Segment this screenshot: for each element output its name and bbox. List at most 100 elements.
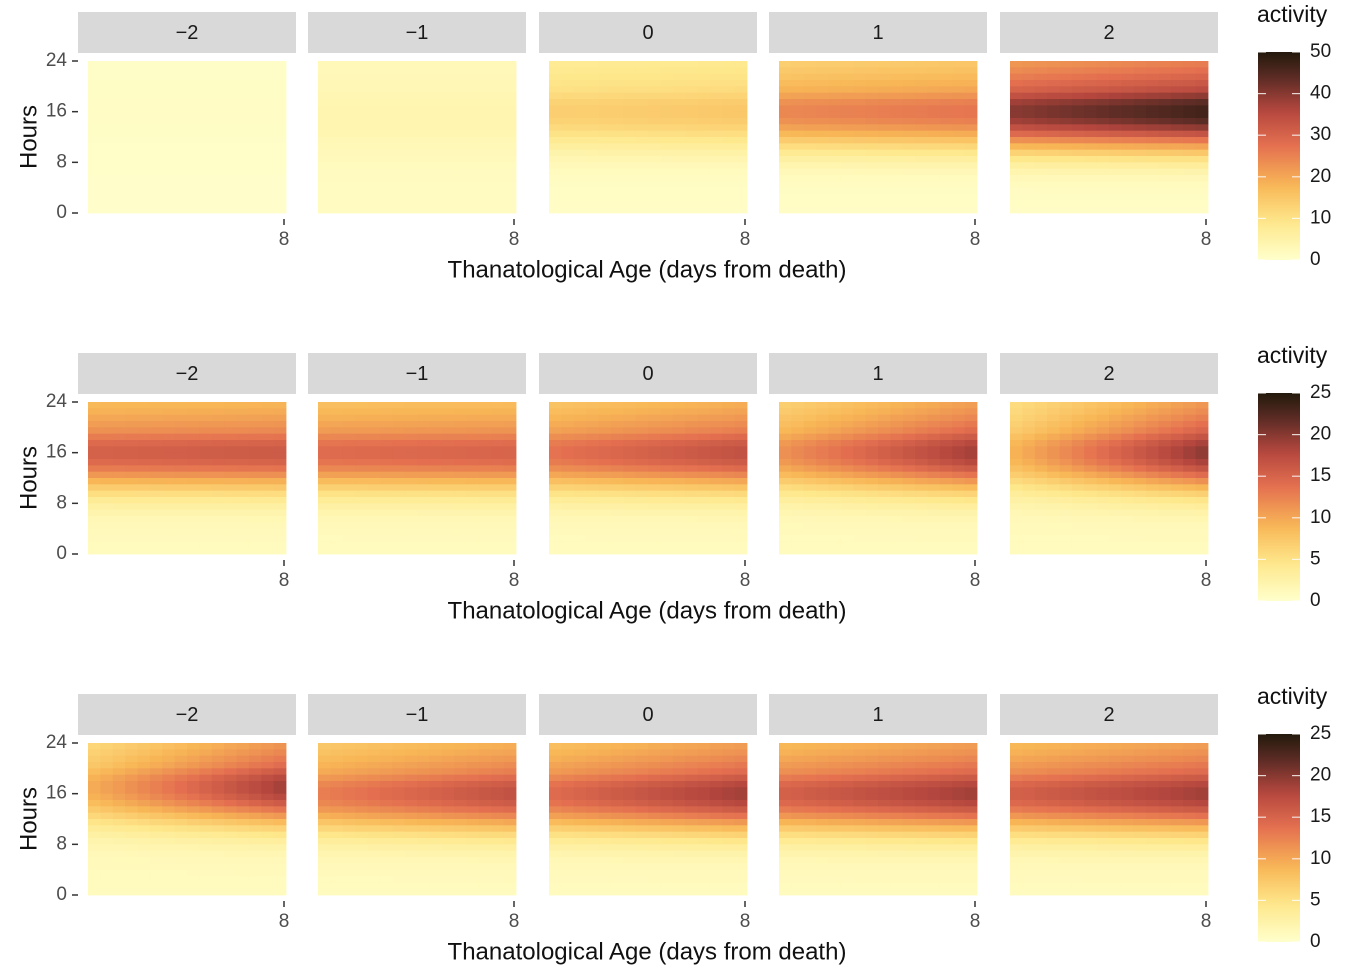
- heatmap-tile: [478, 774, 492, 782]
- heatmap-tile: [890, 175, 904, 182]
- heatmap-tile: [355, 869, 368, 877]
- heatmap-tile: [318, 67, 331, 75]
- heatmap-tile: [964, 433, 978, 441]
- heatmap-tile: [672, 168, 686, 176]
- heatmap-tile: [503, 465, 517, 473]
- heatmap-tile: [261, 111, 275, 119]
- heatmap-tile: [709, 421, 723, 428]
- heatmap-tile: [318, 478, 331, 485]
- heatmap-tile: [355, 503, 368, 511]
- heatmap-tile: [1195, 105, 1209, 113]
- heatmap-tile: [355, 118, 368, 125]
- heatmap-tile: [1158, 490, 1172, 498]
- heatmap-tile: [261, 465, 275, 473]
- heatmap-tile: [248, 130, 262, 138]
- heatmap-tile: [890, 484, 904, 492]
- heatmap-tile: [211, 509, 225, 517]
- heatmap-tile: [1022, 105, 1036, 113]
- heatmap-tile: [466, 446, 480, 454]
- heatmap-tile: [1121, 149, 1135, 157]
- heatmap-tile: [734, 440, 748, 447]
- heatmap-tile: [840, 168, 854, 176]
- heatmap-tile: [1022, 421, 1036, 428]
- heatmap-tile: [1158, 497, 1172, 504]
- heatmap-tile: [379, 421, 393, 428]
- heatmap-tile: [174, 130, 188, 138]
- heatmap-tile: [1170, 61, 1184, 68]
- heatmap-tile: [429, 781, 443, 788]
- heatmap-tile: [100, 749, 114, 757]
- heatmap-tile: [199, 452, 213, 460]
- heatmap-tile: [902, 130, 916, 138]
- heatmap-tile: [635, 774, 649, 782]
- heatmap-tile: [379, 812, 393, 820]
- heatmap-tile: [561, 857, 575, 864]
- heatmap-tile: [709, 61, 723, 68]
- heatmap-tile: [803, 187, 817, 195]
- heatmap-tile: [648, 206, 661, 214]
- heatmap-tile: [902, 522, 916, 530]
- heatmap-tile: [734, 414, 748, 422]
- heatmap-tile: [840, 465, 854, 473]
- heatmap-tile: [137, 882, 151, 890]
- heatmap-tile: [635, 528, 649, 536]
- heatmap-tile: [915, 509, 928, 517]
- heatmap-tile: [379, 490, 393, 498]
- heatmap-tile: [586, 831, 599, 839]
- heatmap-tile: [100, 793, 114, 801]
- heatmap-tile: [342, 427, 356, 435]
- heatmap-tile: [187, 800, 200, 807]
- heatmap-tile: [1109, 509, 1122, 517]
- heatmap-tile: [261, 541, 275, 549]
- heatmap-tile: [441, 774, 455, 782]
- heatmap-tile: [803, 478, 817, 485]
- heatmap-tile: [840, 206, 854, 214]
- heatmap-tile: [137, 61, 151, 68]
- heatmap-tile: [586, 143, 599, 151]
- heatmap-tile: [1183, 73, 1197, 81]
- heatmap-tile: [623, 863, 637, 871]
- facet-strip: [78, 694, 296, 735]
- heatmap-tile: [803, 149, 817, 157]
- heatmap-tile: [722, 465, 736, 473]
- heatmap-tile: [137, 806, 151, 814]
- heatmap-tile: [137, 762, 151, 769]
- heatmap-tile: [342, 838, 356, 845]
- heatmap-tile: [648, 882, 661, 890]
- heatmap-tile: [803, 156, 817, 163]
- heatmap-tile: [586, 86, 599, 94]
- heatmap-tile: [598, 547, 612, 555]
- heatmap-tile: [491, 762, 505, 769]
- heatmap-tile: [549, 812, 562, 820]
- heatmap-tile: [878, 408, 891, 416]
- heatmap-tile: [1071, 143, 1085, 151]
- heatmap-tile: [648, 427, 661, 435]
- heatmap-tile: [586, 844, 599, 852]
- heatmap-tile: [466, 433, 480, 441]
- heatmap-tile: [466, 800, 480, 807]
- heatmap-tile: [840, 516, 854, 523]
- heatmap-tile: [672, 61, 686, 68]
- heatmap-tile: [648, 484, 661, 492]
- heatmap-tile: [1059, 414, 1073, 422]
- heatmap-tile: [392, 541, 406, 549]
- heatmap-tile: [1096, 149, 1110, 157]
- heatmap-tile: [248, 774, 262, 782]
- heatmap-tile: [330, 175, 344, 182]
- heatmap-tile: [318, 402, 331, 409]
- heatmap-tile: [1109, 471, 1122, 479]
- heatmap-tile: [685, 408, 698, 416]
- heatmap-tile: [318, 535, 331, 542]
- heatmap-tile: [586, 168, 599, 176]
- heatmap-tile: [112, 118, 126, 125]
- heatmap-tile: [1022, 433, 1036, 441]
- heatmap-tile: [392, 863, 406, 871]
- heatmap-tile: [915, 402, 928, 409]
- heatmap-tile: [915, 137, 928, 144]
- heatmap-tile: [478, 465, 492, 473]
- heatmap-tile: [1096, 168, 1110, 176]
- heatmap-tile: [379, 118, 393, 125]
- heatmap-tile: [803, 200, 817, 208]
- heatmap-tile: [610, 516, 624, 523]
- heatmap-tile: [561, 194, 575, 201]
